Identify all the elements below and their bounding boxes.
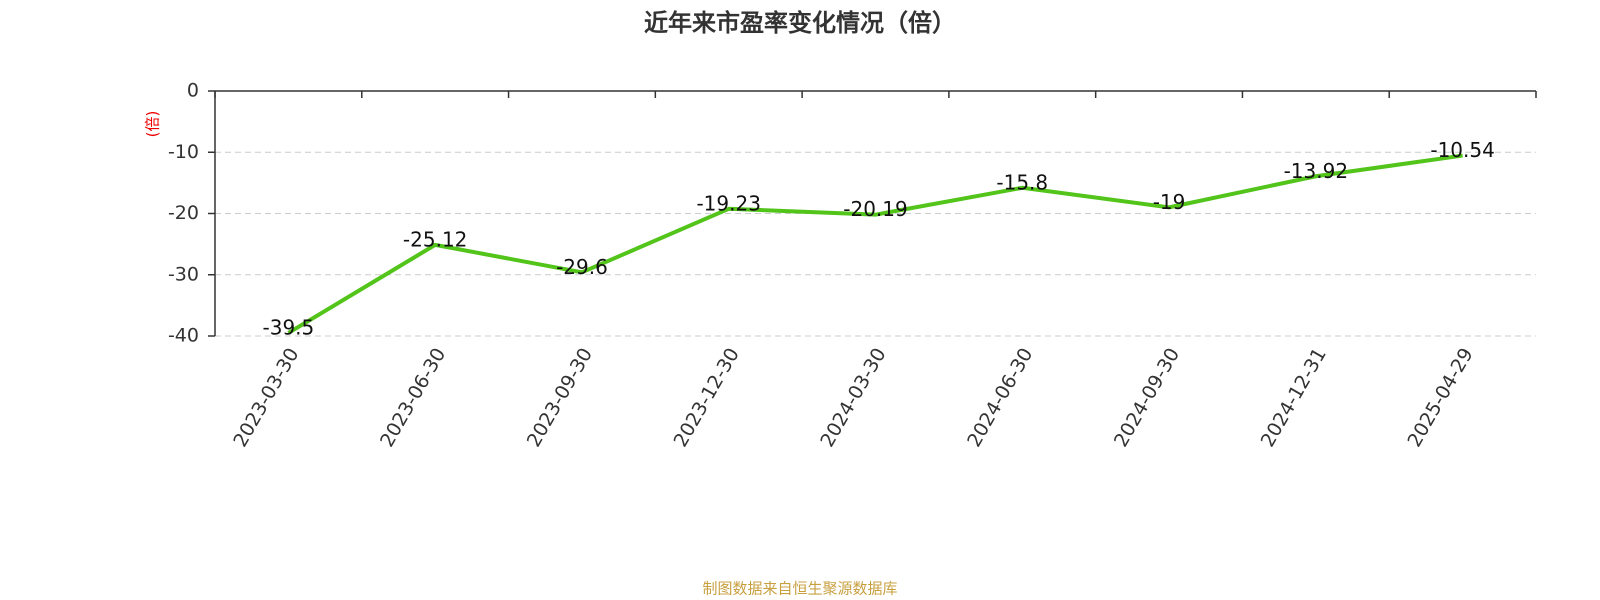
data-line xyxy=(287,153,1463,335)
y-axis-label: (倍) xyxy=(144,111,162,138)
x-tick-label: 2024-12-31 xyxy=(1257,344,1331,451)
x-tick-label: 2025-04-29 xyxy=(1403,344,1477,451)
data-label: -13.92 xyxy=(1284,159,1348,183)
x-tick-label: 2024-03-30 xyxy=(816,344,890,451)
data-label: -25.12 xyxy=(403,227,467,251)
x-tick-label: 2024-09-30 xyxy=(1110,344,1184,451)
x-tick-label: 2023-12-30 xyxy=(670,344,744,451)
y-tick-label: -30 xyxy=(168,263,199,285)
x-tick-label: 2023-03-30 xyxy=(229,344,303,451)
y-tick-label: -20 xyxy=(168,202,199,224)
y-tick-label: -40 xyxy=(168,325,199,347)
y-tick-label: 0 xyxy=(187,80,199,102)
x-tick-label: 2023-09-30 xyxy=(523,344,597,451)
source-note: 制图数据来自恒生聚源数据库 xyxy=(702,580,897,598)
data-label: -15.8 xyxy=(996,170,1048,194)
x-tick-label: 2023-06-30 xyxy=(376,344,450,451)
data-label: -20.19 xyxy=(843,197,907,221)
y-tick-label: -10 xyxy=(168,141,199,163)
chart-title: 近年来市盈率变化情况（倍） xyxy=(644,9,956,37)
data-label: -19 xyxy=(1153,190,1186,214)
data-label: -29.6 xyxy=(556,255,608,279)
data-label: -39.5 xyxy=(263,315,315,339)
data-label: -19.23 xyxy=(696,191,760,215)
x-tick-label: 2024-06-30 xyxy=(963,344,1037,451)
data-label: -10.54 xyxy=(1430,138,1494,162)
